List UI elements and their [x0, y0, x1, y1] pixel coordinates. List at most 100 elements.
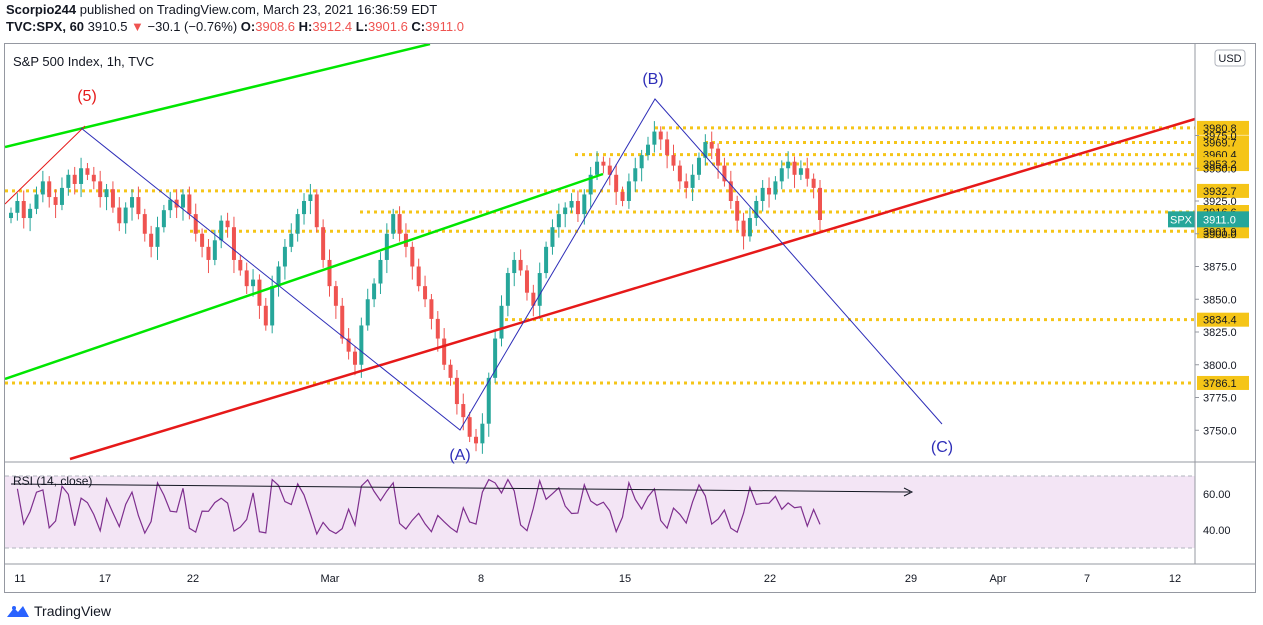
candle-body	[786, 161, 791, 169]
candle-body	[72, 174, 77, 184]
candle-body	[512, 259, 517, 274]
candle-body	[633, 168, 638, 182]
wave-label: (B)	[642, 71, 663, 88]
candle-body	[646, 144, 651, 156]
time-tick-label: Apr	[989, 573, 1006, 585]
candle-body	[607, 165, 612, 175]
candle-body	[429, 299, 434, 319]
candle-body	[365, 299, 370, 326]
chart-frame[interactable]: 3980.83969.73960.43953.23932.73916.63901…	[4, 43, 1256, 593]
candle-body	[454, 377, 459, 405]
candle-body	[798, 168, 803, 175]
level-tag-label: 3980.8	[1203, 123, 1237, 135]
candle-body	[709, 142, 714, 149]
rsi-trend-line	[10, 483, 911, 493]
candle-body	[200, 233, 205, 247]
candle-body	[91, 174, 96, 182]
candle-body	[423, 286, 428, 300]
candle-body	[505, 273, 510, 306]
candle-body	[658, 131, 663, 140]
price-tick-label: 3875.0	[1203, 262, 1237, 274]
candle-body	[302, 201, 307, 215]
candle-body	[448, 364, 453, 378]
candle-body	[352, 351, 357, 365]
price-tick-label: 3950.0	[1203, 163, 1237, 175]
candle-body	[677, 165, 682, 182]
open-label: O:	[240, 19, 256, 34]
red-support-line	[69, 117, 1196, 461]
candle-body	[295, 214, 300, 234]
candle-body	[811, 178, 816, 188]
open-value: 3908.6	[255, 19, 296, 34]
candle-body	[442, 338, 447, 365]
elliott-wave-path	[80, 98, 943, 431]
price-tick-label: 3925.0	[1203, 196, 1237, 208]
candle-body	[66, 174, 71, 188]
candle-body	[104, 189, 109, 198]
candle-body	[818, 187, 822, 220]
footer-brand[interactable]: TradingView	[34, 603, 112, 619]
candle-body	[486, 377, 491, 424]
ticker-label: TVC:SPX, 60	[6, 19, 85, 34]
high-value: 3912.4	[312, 19, 353, 34]
candle-body	[805, 168, 810, 179]
candle-body	[773, 181, 778, 195]
candle-body	[760, 187, 765, 201]
time-tick-label: 12	[1169, 573, 1181, 585]
price-tick-label: 3900.0	[1203, 229, 1237, 241]
time-tick-label: 22	[187, 573, 199, 585]
current-price-label: 3911.0	[1203, 214, 1236, 226]
candle-body	[59, 187, 64, 205]
candle-body	[601, 161, 606, 166]
green-channel-lower	[5, 172, 604, 381]
candle-body	[493, 338, 498, 378]
level-tag-label: 3932.7	[1203, 186, 1237, 198]
candle-body	[671, 155, 676, 166]
close-value: 3911.0	[425, 19, 464, 34]
green-channel-upper	[5, 44, 431, 149]
level-tag	[1197, 157, 1249, 172]
level-tag	[1197, 135, 1249, 150]
candle-body	[550, 227, 555, 247]
candle-body	[289, 233, 294, 247]
time-tick-label: 7	[1084, 573, 1090, 585]
price-tick-label: 3975.0	[1203, 131, 1237, 143]
candle-body	[767, 187, 772, 195]
candle-body	[626, 181, 631, 201]
price-chart[interactable]: 3980.83969.73960.43953.23932.73916.63901…	[5, 44, 1255, 592]
candle-body	[346, 338, 351, 352]
rsi-tick-label: 60.00	[1203, 489, 1231, 501]
level-tag-label: 3969.7	[1203, 137, 1237, 149]
currency-label: USD	[1218, 53, 1241, 65]
candle-body	[620, 191, 625, 201]
level-tag-label: 3953.2	[1203, 159, 1237, 171]
candle-body	[193, 214, 198, 234]
time-tick-label: 29	[905, 573, 917, 585]
candle-body	[735, 201, 740, 221]
candle-body	[238, 259, 243, 271]
candle-body	[28, 208, 33, 219]
symbol-tag-label: SPX	[1170, 214, 1193, 226]
candle-body	[474, 436, 479, 444]
tradingview-logo-icon[interactable]	[6, 603, 30, 619]
candle-body	[716, 148, 721, 166]
candle-body	[270, 286, 275, 326]
candle-body	[461, 404, 466, 418]
candle-body	[314, 194, 319, 228]
level-tag	[1197, 224, 1249, 239]
time-tick-label: 17	[99, 573, 111, 585]
currency-button[interactable]: USD	[1214, 49, 1246, 67]
candle-body	[524, 270, 529, 293]
publish-info: Scorpio244 published on TradingView.com,…	[6, 2, 437, 17]
candle-body	[696, 157, 701, 175]
candle-body	[467, 417, 472, 437]
last-price: 3910.5	[87, 19, 128, 34]
candle-body	[480, 423, 485, 444]
candle-body	[206, 246, 211, 260]
candle-body	[333, 286, 338, 306]
candle-body	[416, 266, 421, 287]
candle-body	[321, 227, 326, 260]
candle-body	[372, 283, 377, 300]
time-tick-label: Mar	[321, 573, 340, 585]
author-name[interactable]: Scorpio244	[6, 2, 77, 17]
